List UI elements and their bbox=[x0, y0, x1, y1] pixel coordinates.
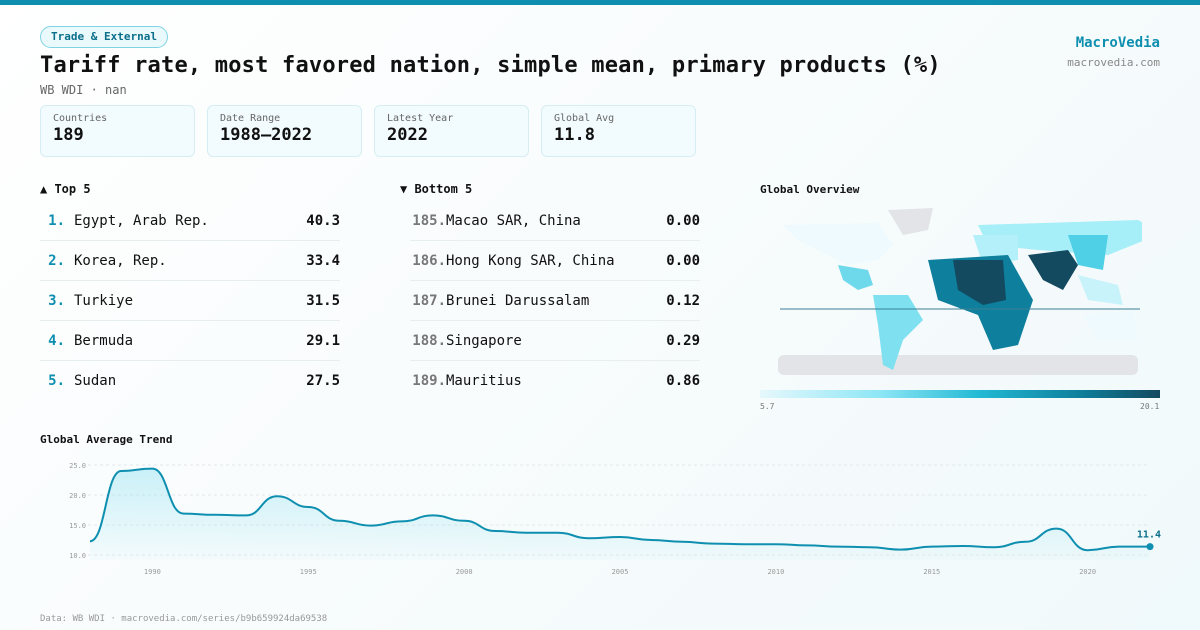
rank: 185. bbox=[412, 212, 446, 229]
value: 31.5 bbox=[306, 292, 340, 309]
map-color-legend bbox=[760, 390, 1160, 398]
stat-global-avg: Global Avg 11.8 bbox=[541, 105, 696, 157]
list-item[interactable]: 189. Mauritius 0.86 bbox=[410, 361, 700, 401]
value: 0.00 bbox=[666, 212, 700, 229]
stat-countries: Countries 189 bbox=[40, 105, 195, 157]
legend-min: 5.7 bbox=[760, 402, 775, 411]
rank: 188. bbox=[412, 332, 446, 349]
bottom5-list: 185. Macao SAR, China 0.00 186. Hong Kong SA… bbox=[410, 201, 710, 401]
bottom5-heading: ▼ Bottom 5 bbox=[400, 182, 473, 196]
stat-date-range: Date Range 1988–2022 bbox=[207, 105, 362, 157]
map-heading: Global Overview bbox=[760, 183, 860, 196]
list-item[interactable]: 188. Singapore 0.29 bbox=[410, 321, 700, 361]
country-name: Brunei Darussalam bbox=[446, 292, 590, 309]
y-tick-label: 15.0 bbox=[69, 522, 86, 530]
x-tick-label: 2010 bbox=[767, 568, 784, 576]
x-tick-label: 2005 bbox=[612, 568, 629, 576]
greenland bbox=[888, 208, 933, 235]
north-america bbox=[783, 223, 893, 265]
rank: 1. bbox=[48, 212, 65, 229]
rank: 186. bbox=[412, 252, 446, 269]
country-name: Hong Kong SAR, China bbox=[446, 252, 615, 269]
australia bbox=[1083, 310, 1138, 340]
list-item[interactable]: 2. Korea, Rep. 33.4 bbox=[40, 241, 340, 281]
x-tick-label: 2000 bbox=[456, 568, 473, 576]
stat-label: Latest Year bbox=[387, 113, 454, 124]
central-america bbox=[838, 265, 873, 290]
country-name: Singapore bbox=[446, 332, 522, 349]
trend-area bbox=[90, 468, 1150, 560]
north-africa bbox=[953, 260, 1006, 305]
value: 0.00 bbox=[666, 252, 700, 269]
list-item[interactable]: 3. Turkiye 31.5 bbox=[40, 281, 340, 321]
rank: 189. bbox=[412, 373, 446, 389]
legend-max: 20.1 bbox=[1140, 402, 1160, 411]
list-item[interactable]: 186. Hong Kong SAR, China 0.00 bbox=[410, 241, 700, 281]
rank: 4. bbox=[48, 332, 65, 349]
brand-url[interactable]: macrovedia.com bbox=[1067, 56, 1160, 69]
stat-value: 189 bbox=[53, 125, 84, 145]
value: 29.1 bbox=[306, 332, 340, 349]
last-point-marker bbox=[1146, 543, 1154, 551]
list-item[interactable]: 185. Macao SAR, China 0.00 bbox=[410, 201, 700, 241]
y-tick-label: 20.0 bbox=[69, 492, 86, 500]
country-name: Bermuda bbox=[74, 332, 134, 349]
page-subtitle: WB WDI · nan bbox=[40, 83, 127, 97]
southeast-asia bbox=[1078, 275, 1123, 305]
rank: 2. bbox=[48, 252, 65, 269]
list-item[interactable]: 187. Brunei Darussalam 0.12 bbox=[410, 281, 700, 321]
stat-label: Date Range bbox=[220, 113, 281, 124]
south-america bbox=[873, 295, 923, 370]
country-name: Korea, Rep. bbox=[74, 252, 167, 269]
stat-label: Countries bbox=[53, 113, 108, 124]
y-tick-label: 25.0 bbox=[69, 462, 86, 470]
x-tick-label: 2015 bbox=[923, 568, 940, 576]
list-item[interactable]: 4. Bermuda 29.1 bbox=[40, 321, 340, 361]
stat-label: Global Avg bbox=[554, 113, 615, 124]
country-name: Mauritius bbox=[446, 373, 522, 389]
value: 27.5 bbox=[306, 373, 340, 389]
value: 0.29 bbox=[666, 332, 700, 349]
top5-heading: ▲ Top 5 bbox=[40, 182, 91, 196]
x-tick-label: 1995 bbox=[300, 568, 317, 576]
east-asia bbox=[1068, 235, 1108, 270]
country-name: Egypt, Arab Rep. bbox=[74, 212, 209, 229]
list-item[interactable]: 5. Sudan 27.5 bbox=[40, 361, 340, 401]
trend-heading: Global Average Trend bbox=[40, 433, 173, 446]
last-value-label: 11.4 bbox=[1137, 530, 1161, 541]
footer-source: Data: WB WDI · macrovedia.com/series/b9b… bbox=[40, 614, 328, 624]
x-tick-label: 1990 bbox=[144, 568, 161, 576]
top-accent-bar bbox=[0, 0, 1200, 5]
value: 0.12 bbox=[666, 292, 700, 309]
list-item[interactable]: 1. Egypt, Arab Rep. 40.3 bbox=[40, 201, 340, 241]
country-name: Turkiye bbox=[74, 292, 134, 309]
trend-chart[interactable]: 10.0 15.0 20.0 25.0 1990 1995 2000 2005 2010 2015… bbox=[0, 450, 1200, 580]
stat-value: 1988–2022 bbox=[220, 125, 313, 145]
stat-latest-year: Latest Year 2022 bbox=[374, 105, 529, 157]
trend-line bbox=[89, 467, 1150, 552]
rank: 5. bbox=[48, 373, 65, 389]
stat-value: 2022 bbox=[387, 125, 428, 145]
country-name: Macao SAR, China bbox=[446, 212, 581, 229]
x-tick-label: 2020 bbox=[1079, 568, 1096, 576]
y-tick-label: 10.0 bbox=[69, 552, 86, 560]
stat-value: 11.8 bbox=[554, 125, 595, 145]
world-map[interactable] bbox=[778, 205, 1142, 380]
value: 40.3 bbox=[306, 212, 340, 229]
page-title: Tariff rate, most favored nation, simple… bbox=[40, 53, 941, 78]
value: 33.4 bbox=[306, 252, 340, 269]
rank: 187. bbox=[412, 292, 446, 309]
top5-list: 1. Egypt, Arab Rep. 40.3 2. Korea, Rep. 33.4 3… bbox=[40, 201, 340, 401]
south-asia bbox=[1028, 250, 1078, 290]
rank: 3. bbox=[48, 292, 65, 309]
brand-logo[interactable]: MacroVedia bbox=[1075, 35, 1160, 51]
antarctica bbox=[778, 355, 1138, 375]
category-badge[interactable]: Trade & External bbox=[40, 26, 168, 48]
value: 0.86 bbox=[666, 373, 700, 389]
country-name: Sudan bbox=[74, 373, 117, 389]
